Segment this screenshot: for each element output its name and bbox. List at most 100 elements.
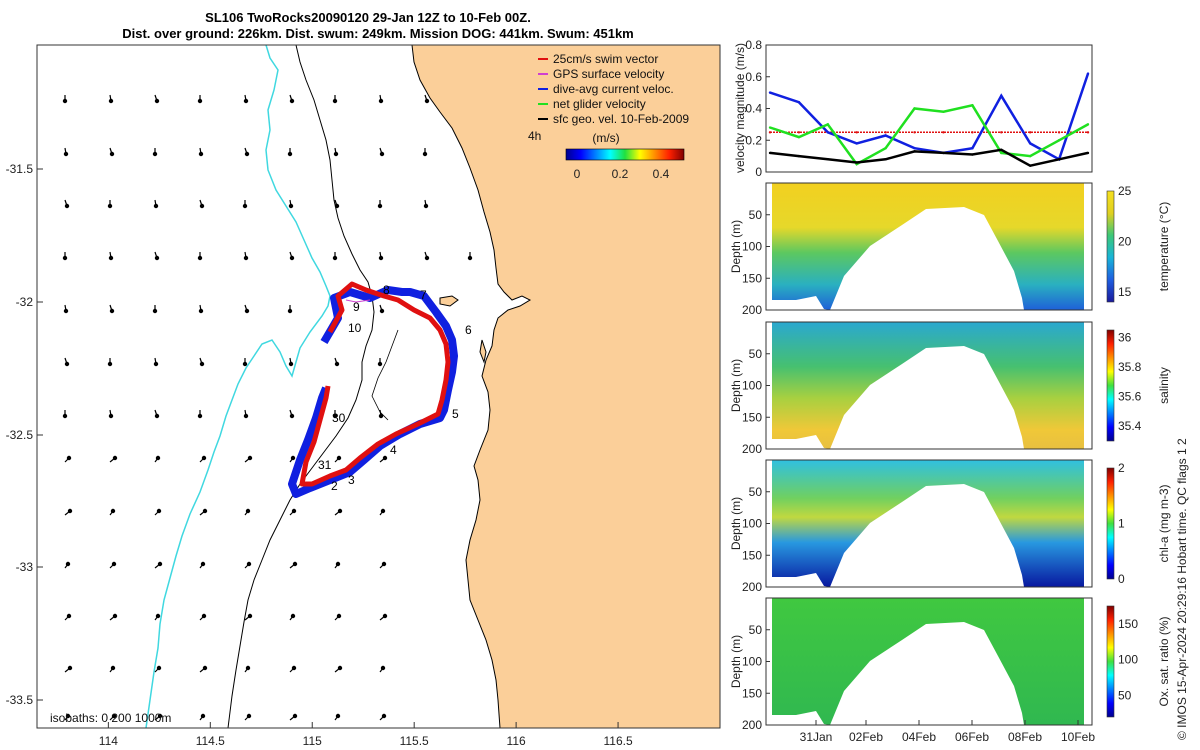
arrow-head-76 bbox=[380, 508, 386, 514]
arrow-head-25 bbox=[377, 203, 383, 209]
arrow-head-104 bbox=[200, 713, 206, 719]
speed-unit-label: (m/s) bbox=[592, 131, 619, 145]
section-chl-a: 50 100 150 200 Depth (m) 0 1 2 chl-a (mg m-3) bbox=[729, 459, 1171, 594]
glider-track bbox=[288, 281, 458, 498]
map-frame bbox=[36, 44, 721, 729]
track-red bbox=[299, 281, 451, 487]
velocity-point-3-3 bbox=[855, 161, 858, 164]
section-ytick-salinity-0: 50 bbox=[749, 347, 763, 361]
arrow-head-23 bbox=[288, 203, 294, 209]
velocity-point-0-8 bbox=[1000, 131, 1003, 134]
arrow-head-69 bbox=[67, 508, 73, 514]
arrow-head-30 bbox=[197, 255, 203, 261]
arrow-head-86 bbox=[112, 613, 118, 619]
arrow-head-18 bbox=[64, 203, 70, 209]
seabed-mask-salinity bbox=[772, 322, 1092, 449]
seabed-mask-chl-a bbox=[772, 460, 1092, 587]
date-tick-0: 31Jan bbox=[800, 730, 833, 744]
date-tick-3: 06Feb bbox=[955, 730, 989, 744]
seabed-mask-temperature bbox=[772, 183, 1092, 310]
velocity-point-2-10 bbox=[1057, 139, 1061, 142]
arrow-head-32 bbox=[289, 255, 295, 261]
velocity-ytick-1: 0.2 bbox=[745, 133, 762, 147]
section-ytick-temperature-3: 200 bbox=[742, 303, 762, 317]
title-line-1: SL106 TwoRocks20090120 29-Jan 12Z to 10-… bbox=[205, 10, 531, 25]
section-ytick-temperature-0: 50 bbox=[749, 208, 763, 222]
colorbar-tick-oxygen-1: 100 bbox=[1118, 653, 1138, 667]
arrow-head-87 bbox=[155, 613, 161, 619]
velocity-series bbox=[768, 72, 1090, 168]
arrow-head-102 bbox=[111, 713, 117, 719]
arrow-head-37 bbox=[63, 308, 69, 314]
velocity-point-1-2 bbox=[826, 131, 830, 134]
arrow-head-60 bbox=[378, 413, 384, 419]
arrow-head-74 bbox=[291, 508, 297, 514]
velocity-point-0-0 bbox=[768, 131, 772, 134]
velocity-point-1-11 bbox=[1086, 72, 1090, 75]
arrow-head-35 bbox=[424, 255, 430, 261]
arrow-head-81 bbox=[246, 561, 252, 567]
section-ytick-salinity-3: 200 bbox=[742, 442, 762, 456]
velocity-ylabel: velocity magnitude (m/s) bbox=[733, 43, 747, 173]
arrow-head-108 bbox=[381, 713, 387, 719]
section-oxygen: 50 100 150 200 Depth (m) 50 100 150 Ox. sat. rat… bbox=[729, 597, 1171, 732]
velocity-series-3 bbox=[769, 148, 1089, 168]
arrow-head-78 bbox=[111, 561, 117, 567]
credit-text: © IMOS 15-Apr-2024 20:29:16 Hobart time.… bbox=[1175, 438, 1189, 740]
map-ytick-4: -33.5 bbox=[6, 693, 34, 707]
velocity-point-2-0 bbox=[768, 126, 772, 129]
velocity-point-3-6 bbox=[942, 151, 945, 155]
arrow-head-94 bbox=[110, 665, 116, 671]
arrow-head-41 bbox=[244, 308, 250, 314]
velocity-point-3-1 bbox=[797, 154, 801, 158]
arrow-head-53 bbox=[62, 413, 68, 419]
velocity-point-0-1 bbox=[797, 131, 801, 134]
arrow-head-79 bbox=[157, 561, 163, 567]
arrow-head-101 bbox=[65, 713, 71, 719]
velocity-point-0-6 bbox=[942, 131, 945, 134]
arrow-head-24 bbox=[334, 203, 340, 209]
map-ytick-2: -32.5 bbox=[6, 428, 34, 442]
arrow-head-71 bbox=[156, 508, 162, 514]
arrow-head-1 bbox=[108, 98, 114, 104]
arrow-head-39 bbox=[152, 308, 158, 314]
waypoint-5: 5 bbox=[452, 407, 459, 421]
colorbar-tick-chl-a-0: 0 bbox=[1118, 572, 1125, 586]
legend-label-4: sfc geo. vel. 10-Feb-2009 bbox=[553, 112, 689, 126]
waypoint-2: 2 bbox=[331, 479, 338, 493]
section-ytick-oxygen-2: 150 bbox=[742, 686, 762, 700]
waypoint-30: 30 bbox=[332, 411, 346, 425]
arrow-head-83 bbox=[335, 561, 341, 567]
colorbar-tick-oxygen-2: 150 bbox=[1118, 617, 1138, 631]
velocity-ytick-3: 0.6 bbox=[745, 70, 762, 84]
arrow-head-105 bbox=[246, 713, 252, 719]
velocity-point-2-4 bbox=[884, 146, 887, 150]
arrow-head-49 bbox=[242, 361, 248, 367]
waypoint-4: 4 bbox=[390, 443, 397, 457]
velocity-point-1-1 bbox=[797, 100, 801, 104]
colorbar-tick-chl-a-1: 1 bbox=[1118, 517, 1125, 531]
arrow-head-82 bbox=[292, 561, 298, 567]
arrow-head-22 bbox=[242, 203, 248, 209]
arrow-head-46 bbox=[107, 361, 113, 367]
section-ytick-chl-a-0: 50 bbox=[749, 485, 763, 499]
arrow-head-68 bbox=[382, 455, 388, 461]
arrow-head-51 bbox=[334, 361, 340, 367]
arrow-head-66 bbox=[290, 455, 296, 461]
date-tick-2: 04Feb bbox=[902, 730, 936, 744]
map-xtick-2: 115 bbox=[303, 734, 322, 748]
arrow-head-27 bbox=[62, 255, 68, 261]
velocity-ytick-4: 0.8 bbox=[745, 38, 762, 52]
section-ytick-temperature-1: 100 bbox=[742, 240, 762, 254]
velocity-point-0-11 bbox=[1086, 131, 1090, 134]
island-rottnest bbox=[439, 295, 459, 307]
arrow-head-88 bbox=[201, 613, 207, 619]
arrow-head-10 bbox=[109, 151, 115, 157]
arrow-head-9 bbox=[63, 151, 69, 157]
arrow-head-107 bbox=[335, 713, 341, 719]
colorbar-chl-a bbox=[1106, 467, 1115, 580]
velocity-point-0-4 bbox=[884, 131, 887, 134]
arrow-head-55 bbox=[154, 413, 160, 419]
arrow-head-42 bbox=[287, 308, 293, 314]
